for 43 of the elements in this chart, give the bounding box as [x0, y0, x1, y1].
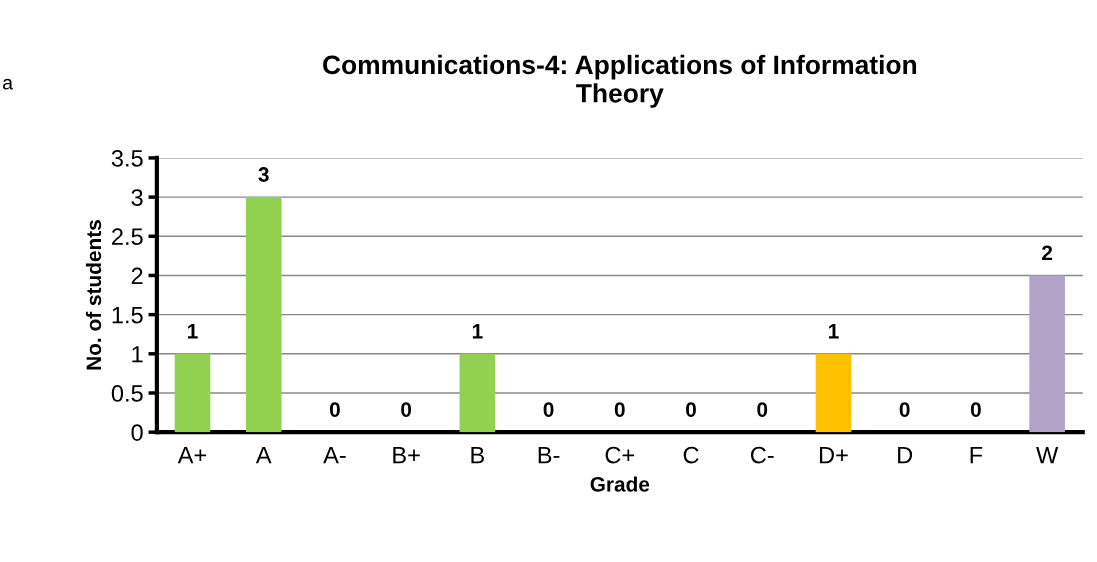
y-tick-label: 2.5 [112, 228, 143, 246]
x-tick-label: C- [750, 446, 774, 464]
data-label: 0 [614, 402, 625, 417]
x-tick-label: B+ [393, 446, 420, 464]
x-tick-label: C [683, 446, 699, 464]
data-label: 2 [1042, 245, 1053, 261]
data-label: 0 [401, 402, 412, 417]
x-tick-label: C+ [605, 446, 635, 464]
data-label: 0 [543, 402, 554, 417]
x-tick-label: B [471, 446, 484, 464]
x-tick-label: D+ [819, 446, 848, 464]
x-tick-label: A- [323, 446, 346, 464]
data-label: 0 [757, 402, 768, 417]
x-tick-label: W [1036, 446, 1059, 464]
y-tick-label: 1.5 [112, 306, 143, 324]
y-tick-label: 2 [131, 267, 143, 285]
bar [459, 353, 496, 433]
x-tick-label: D [898, 446, 913, 464]
data-label: 3 [258, 167, 269, 182]
y-tick-label: 3.5 [111, 149, 143, 167]
bar [174, 353, 211, 433]
y-tick-label: 1 [132, 346, 143, 363]
data-label: 0 [899, 402, 910, 417]
x-tick-label: B- [538, 446, 560, 464]
data-label: 1 [472, 324, 483, 339]
x-tick-label: F [970, 446, 983, 464]
y-axis-title: No. of students [85, 220, 102, 370]
data-label: 0 [970, 402, 981, 417]
bar [815, 353, 852, 433]
bar [1029, 275, 1065, 433]
chart-title: Communications-4: Applications of Information Theory [323, 54, 917, 108]
x-axis-title: Grade [590, 476, 650, 492]
data-label: 0 [329, 402, 340, 417]
bar [245, 197, 282, 433]
y-tick-label: 0.5 [111, 385, 143, 402]
x-tick-label: A [255, 446, 272, 464]
x-tick-label: A+ [177, 446, 207, 464]
text: a [3, 78, 14, 90]
y-tick-label: 0 [131, 424, 143, 441]
data-label: 0 [686, 402, 696, 417]
y-tick-label: 3 [131, 189, 143, 206]
data-label: 1 [188, 324, 198, 339]
data-label: 1 [828, 324, 839, 339]
